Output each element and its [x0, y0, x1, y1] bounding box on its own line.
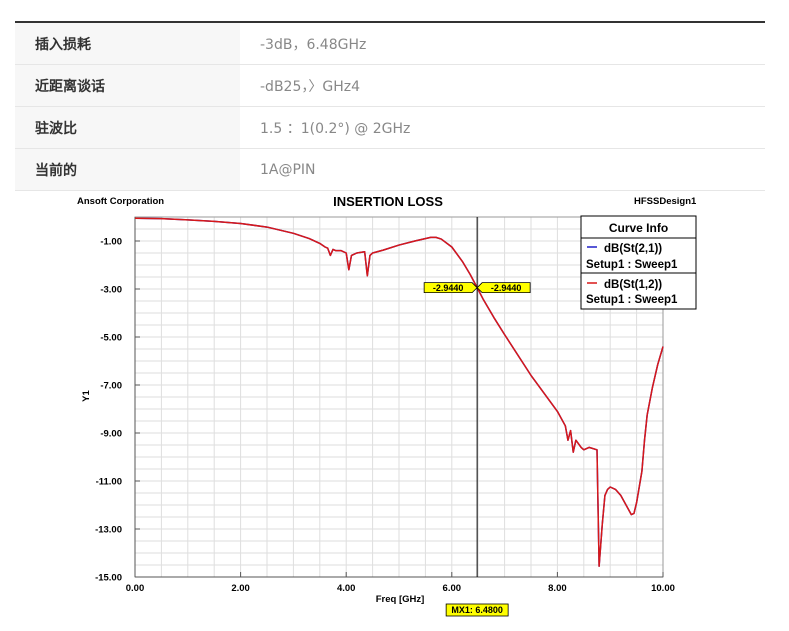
spec-row-near-talk: 近距离谈话 -dB25，〉GHz4	[15, 64, 765, 107]
spec-value: -3dB，6.48GHz	[240, 22, 765, 65]
y-tick-label: -11.00	[96, 477, 122, 488]
marker-readout-right: -2.9440	[491, 283, 522, 293]
spec-label: 插入损耗	[15, 22, 240, 65]
spec-label: 近距离谈话	[15, 64, 240, 107]
marker-readout-left-box	[423, 282, 478, 294]
marker-label: MX1: 6.4800	[451, 605, 503, 615]
company-label: Ansoft Corporation	[77, 196, 164, 207]
spec-row-vswr: 驻波比 1.5 ：1(0.2°) @ 2GHz	[15, 106, 765, 149]
marker-readout-right-box	[476, 282, 531, 294]
legend-entry-st21: dB(St(2,1))	[604, 243, 662, 255]
legend-entry-st12: dB(St(1,2))	[604, 279, 662, 291]
marker-label-box[interactable]	[445, 603, 509, 617]
x-tick-label: 8.00	[548, 583, 567, 594]
spec-value: 1A@PIN	[240, 148, 765, 191]
spec-row-current: 当前的 1A@PIN	[15, 148, 765, 191]
design-label: HFSSDesign1	[634, 196, 697, 207]
y-tick-label: -3.00	[100, 285, 122, 296]
spec-row-insertion-loss: 插入损耗 -3dB，6.48GHz	[15, 22, 765, 65]
x-tick-label: 0.00	[126, 583, 145, 594]
y-tick-label: -9.00	[100, 429, 122, 440]
y-tick-label: -5.00	[100, 333, 122, 344]
spec-table: 插入损耗 -3dB，6.48GHz 近距离谈话 -dB25，〉GHz4 驻波比 …	[15, 21, 765, 191]
spec-label: 驻波比	[15, 106, 240, 149]
y-tick-label: -7.00	[100, 381, 122, 392]
marker-readout-left: -2.9440	[433, 283, 464, 293]
axis-ticks: -1.00 -3.00 -5.00 -7.00 -9.00 -11.00 -13.00 -15…	[95, 237, 675, 595]
spec-value: 1.5 ：1(0.2°) @ 2GHz	[240, 106, 765, 149]
x-tick-label: 10.00	[651, 583, 675, 594]
y-axis-label: Y1	[81, 389, 92, 401]
y-tick-label: -13.00	[95, 525, 122, 536]
spec-label: 当前的	[15, 148, 240, 191]
chart-title: INSERTION LOSS	[333, 194, 443, 209]
x-axis-label: Freq [GHz]	[376, 594, 425, 605]
marker-group: -2.9440 -2.9440 MX1: 6.4800	[423, 217, 531, 617]
y-tick-label: -15.00	[95, 573, 122, 584]
legend-setup-st12: Setup1 : Sweep1	[586, 294, 678, 306]
legend[interactable]: Curve Info dB(St(2,1)) Setup1 : Sweep1 d…	[580, 215, 697, 310]
legend-title: Curve Info	[609, 221, 668, 235]
y-tick-label: -1.00	[100, 237, 122, 248]
series-group	[134, 217, 664, 567]
legend-setup-st21: Setup1 : Sweep1	[586, 259, 678, 271]
legend-box	[580, 215, 697, 310]
series-line-st12	[134, 217, 664, 567]
x-tick-label: 4.00	[337, 583, 356, 594]
x-tick-label: 2.00	[231, 583, 250, 594]
insertion-loss-chart: Ansoft Corporation INSERTION LOSS HFSSDe…	[77, 194, 697, 617]
x-tick-label: 6.00	[443, 583, 462, 594]
spec-value: -dB25，〉GHz4	[240, 64, 765, 107]
